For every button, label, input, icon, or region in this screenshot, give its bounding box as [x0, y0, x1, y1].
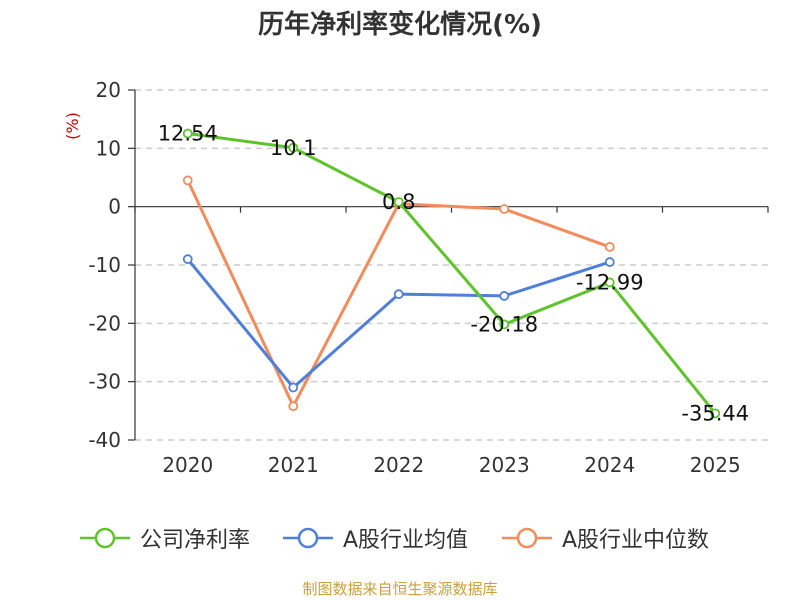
- data-point: [288, 382, 299, 393]
- x-tick-label: 2023: [479, 453, 530, 477]
- y-tick-label: 20: [96, 78, 121, 102]
- data-point: [288, 142, 299, 153]
- x-tick-label: 2025: [690, 453, 741, 477]
- data-point: [288, 401, 299, 412]
- data-point: [393, 197, 404, 207]
- data-point: [710, 408, 721, 419]
- data-label-layer: 12.54 10.1 0.8 -20.18 -12.99 -35.44: [158, 122, 749, 426]
- data-point: [499, 204, 510, 214]
- x-tick-label: 2022: [373, 453, 424, 477]
- legend-item-industry-average[interactable]: A股行业均值: [283, 520, 468, 556]
- y-tick-label: -30: [88, 370, 121, 394]
- data-point: [182, 175, 193, 186]
- legend-marker-icon: [80, 527, 130, 549]
- data-label: 0.8: [382, 190, 415, 214]
- data-point: [604, 257, 615, 267]
- x-tick-label: 2024: [584, 453, 635, 477]
- series-layer: [182, 128, 721, 419]
- data-point: [182, 128, 193, 139]
- data-label: 10.1: [270, 136, 317, 160]
- data-label: -20.18: [470, 312, 538, 336]
- axis-layer: 20 10 0 -10 -20 -30 -40 2020 2021 2022 2023 2024 202…: [88, 78, 769, 477]
- y-axis-label: (%): [63, 112, 82, 140]
- legend-item-company-net-margin[interactable]: 公司净利率: [80, 520, 250, 556]
- y-tick-label: -20: [88, 311, 121, 335]
- data-point: [499, 291, 510, 301]
- legend: 公司净利率 A股行业均值 A股行业中位数: [0, 520, 800, 556]
- chart-title: 历年净利率变化情况(%): [258, 10, 542, 40]
- line-chart: 20 10 0 -10 -20 -30 -40 2020 2021 2022 2023 2024 202…: [63, 78, 769, 477]
- y-tick-label: 0: [108, 195, 121, 219]
- source-note: 制图数据来自恒生聚源数据库: [302, 580, 498, 598]
- data-label: -35.44: [681, 401, 749, 425]
- legend-marker-icon: [502, 527, 552, 549]
- series-line: [187, 132, 717, 415]
- data-label: 12.54: [158, 122, 218, 146]
- x-tick-label: 2020: [162, 453, 213, 477]
- data-label: -12.99: [576, 270, 644, 294]
- data-point: [499, 319, 510, 330]
- data-point: [393, 289, 404, 300]
- y-tick-label: 10: [96, 136, 121, 160]
- legend-label: A股行业均值: [343, 528, 469, 553]
- data-point: [604, 242, 615, 252]
- y-tick-label: -40: [88, 428, 121, 452]
- legend-label: 公司净利率: [140, 528, 251, 553]
- legend-label: A股行业中位数: [562, 528, 710, 553]
- y-tick-label: -10: [88, 253, 121, 277]
- data-point: [182, 254, 193, 265]
- legend-marker-icon: [283, 527, 333, 549]
- legend-item-industry-median[interactable]: A股行业中位数: [502, 520, 709, 556]
- data-point: [604, 277, 615, 288]
- x-tick-label: 2021: [268, 453, 319, 477]
